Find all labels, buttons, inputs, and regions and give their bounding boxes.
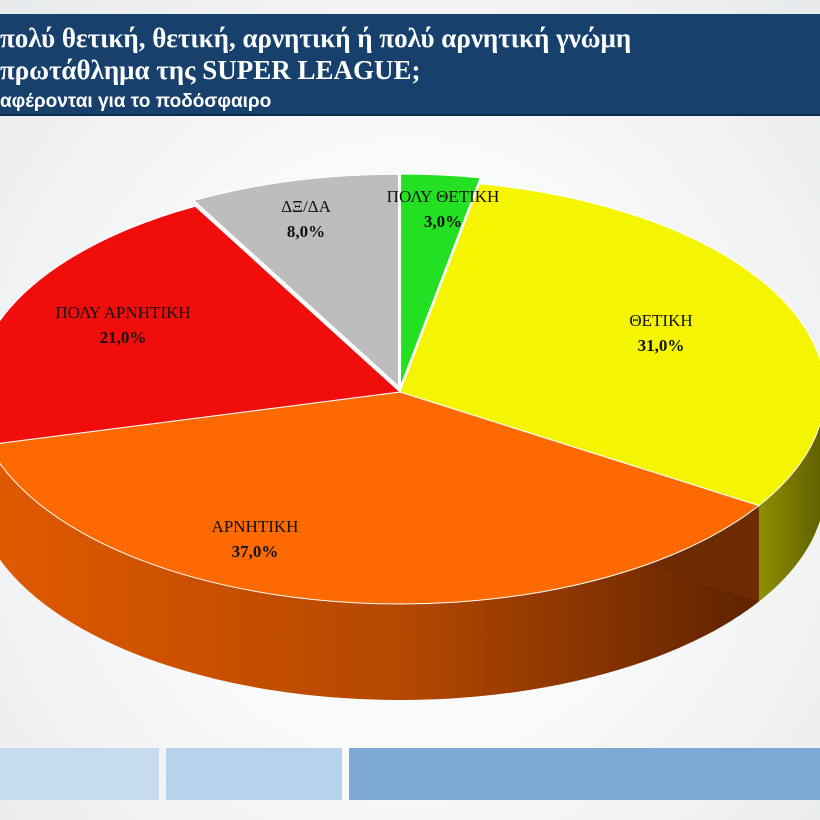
pie-tops <box>0 173 820 605</box>
slice-label-δξ-δα: ΔΞ/ΔΑ <box>281 197 332 216</box>
footer-bar <box>0 744 820 820</box>
slice-value-πολυ-θετικη: 3,0% <box>424 212 462 231</box>
pie-slice-αρνητικη <box>0 391 760 605</box>
pie-slice-πολυ-αρνητικη <box>0 205 402 444</box>
slice-value-πολυ-αρνητικη: 21,0% <box>100 328 147 347</box>
slice-value-δξ-δα: 8,0% <box>287 222 325 241</box>
slice-label-θετικη: ΘΕΤΙΚΗ <box>629 311 692 330</box>
footer-block-right <box>349 748 820 800</box>
pie-side-θετικη <box>758 424 820 602</box>
pie-slice-πολυ-θετικη <box>400 173 481 387</box>
title-line-2: πρωτάθλημα της SUPER LEAGUE; <box>0 55 421 85</box>
pie-side-αρνητικη <box>0 463 759 700</box>
subtitle: αφέρονται για το ποδόσφαιρο <box>0 91 272 112</box>
slice-label-αρνητικη: ΑΡΝΗΤΙΚΗ <box>212 517 299 536</box>
pie-slice-δξ-δα <box>192 173 400 388</box>
slice-value-αρνητικη: 37,0% <box>232 542 279 561</box>
pie-labels: ΠΟΛΥ ΘΕΤΙΚΗ 3,0% ΘΕΤΙΚΗ 31,0% ΑΡΝΗΤΙΚΗ 37,0% Π… <box>55 187 692 561</box>
slice-value-θετικη: 31,0% <box>638 336 685 355</box>
slice-label-πολυ-αρνητικη: ΠΟΛΥ ΑΡΝΗΤΙΚΗ <box>55 303 190 322</box>
title-line-1: πολύ θετική, θετική, αρνητική ή πολύ αρν… <box>0 23 632 53</box>
footer-block-middle <box>166 748 342 800</box>
footer-block-left <box>0 748 159 800</box>
header-banner: πολύ θετική, θετική, αρνητική ή πολύ αρν… <box>0 14 820 116</box>
slice-label-πολυ-θετικη: ΠΟΛΥ ΘΕΤΙΚΗ <box>387 187 500 206</box>
